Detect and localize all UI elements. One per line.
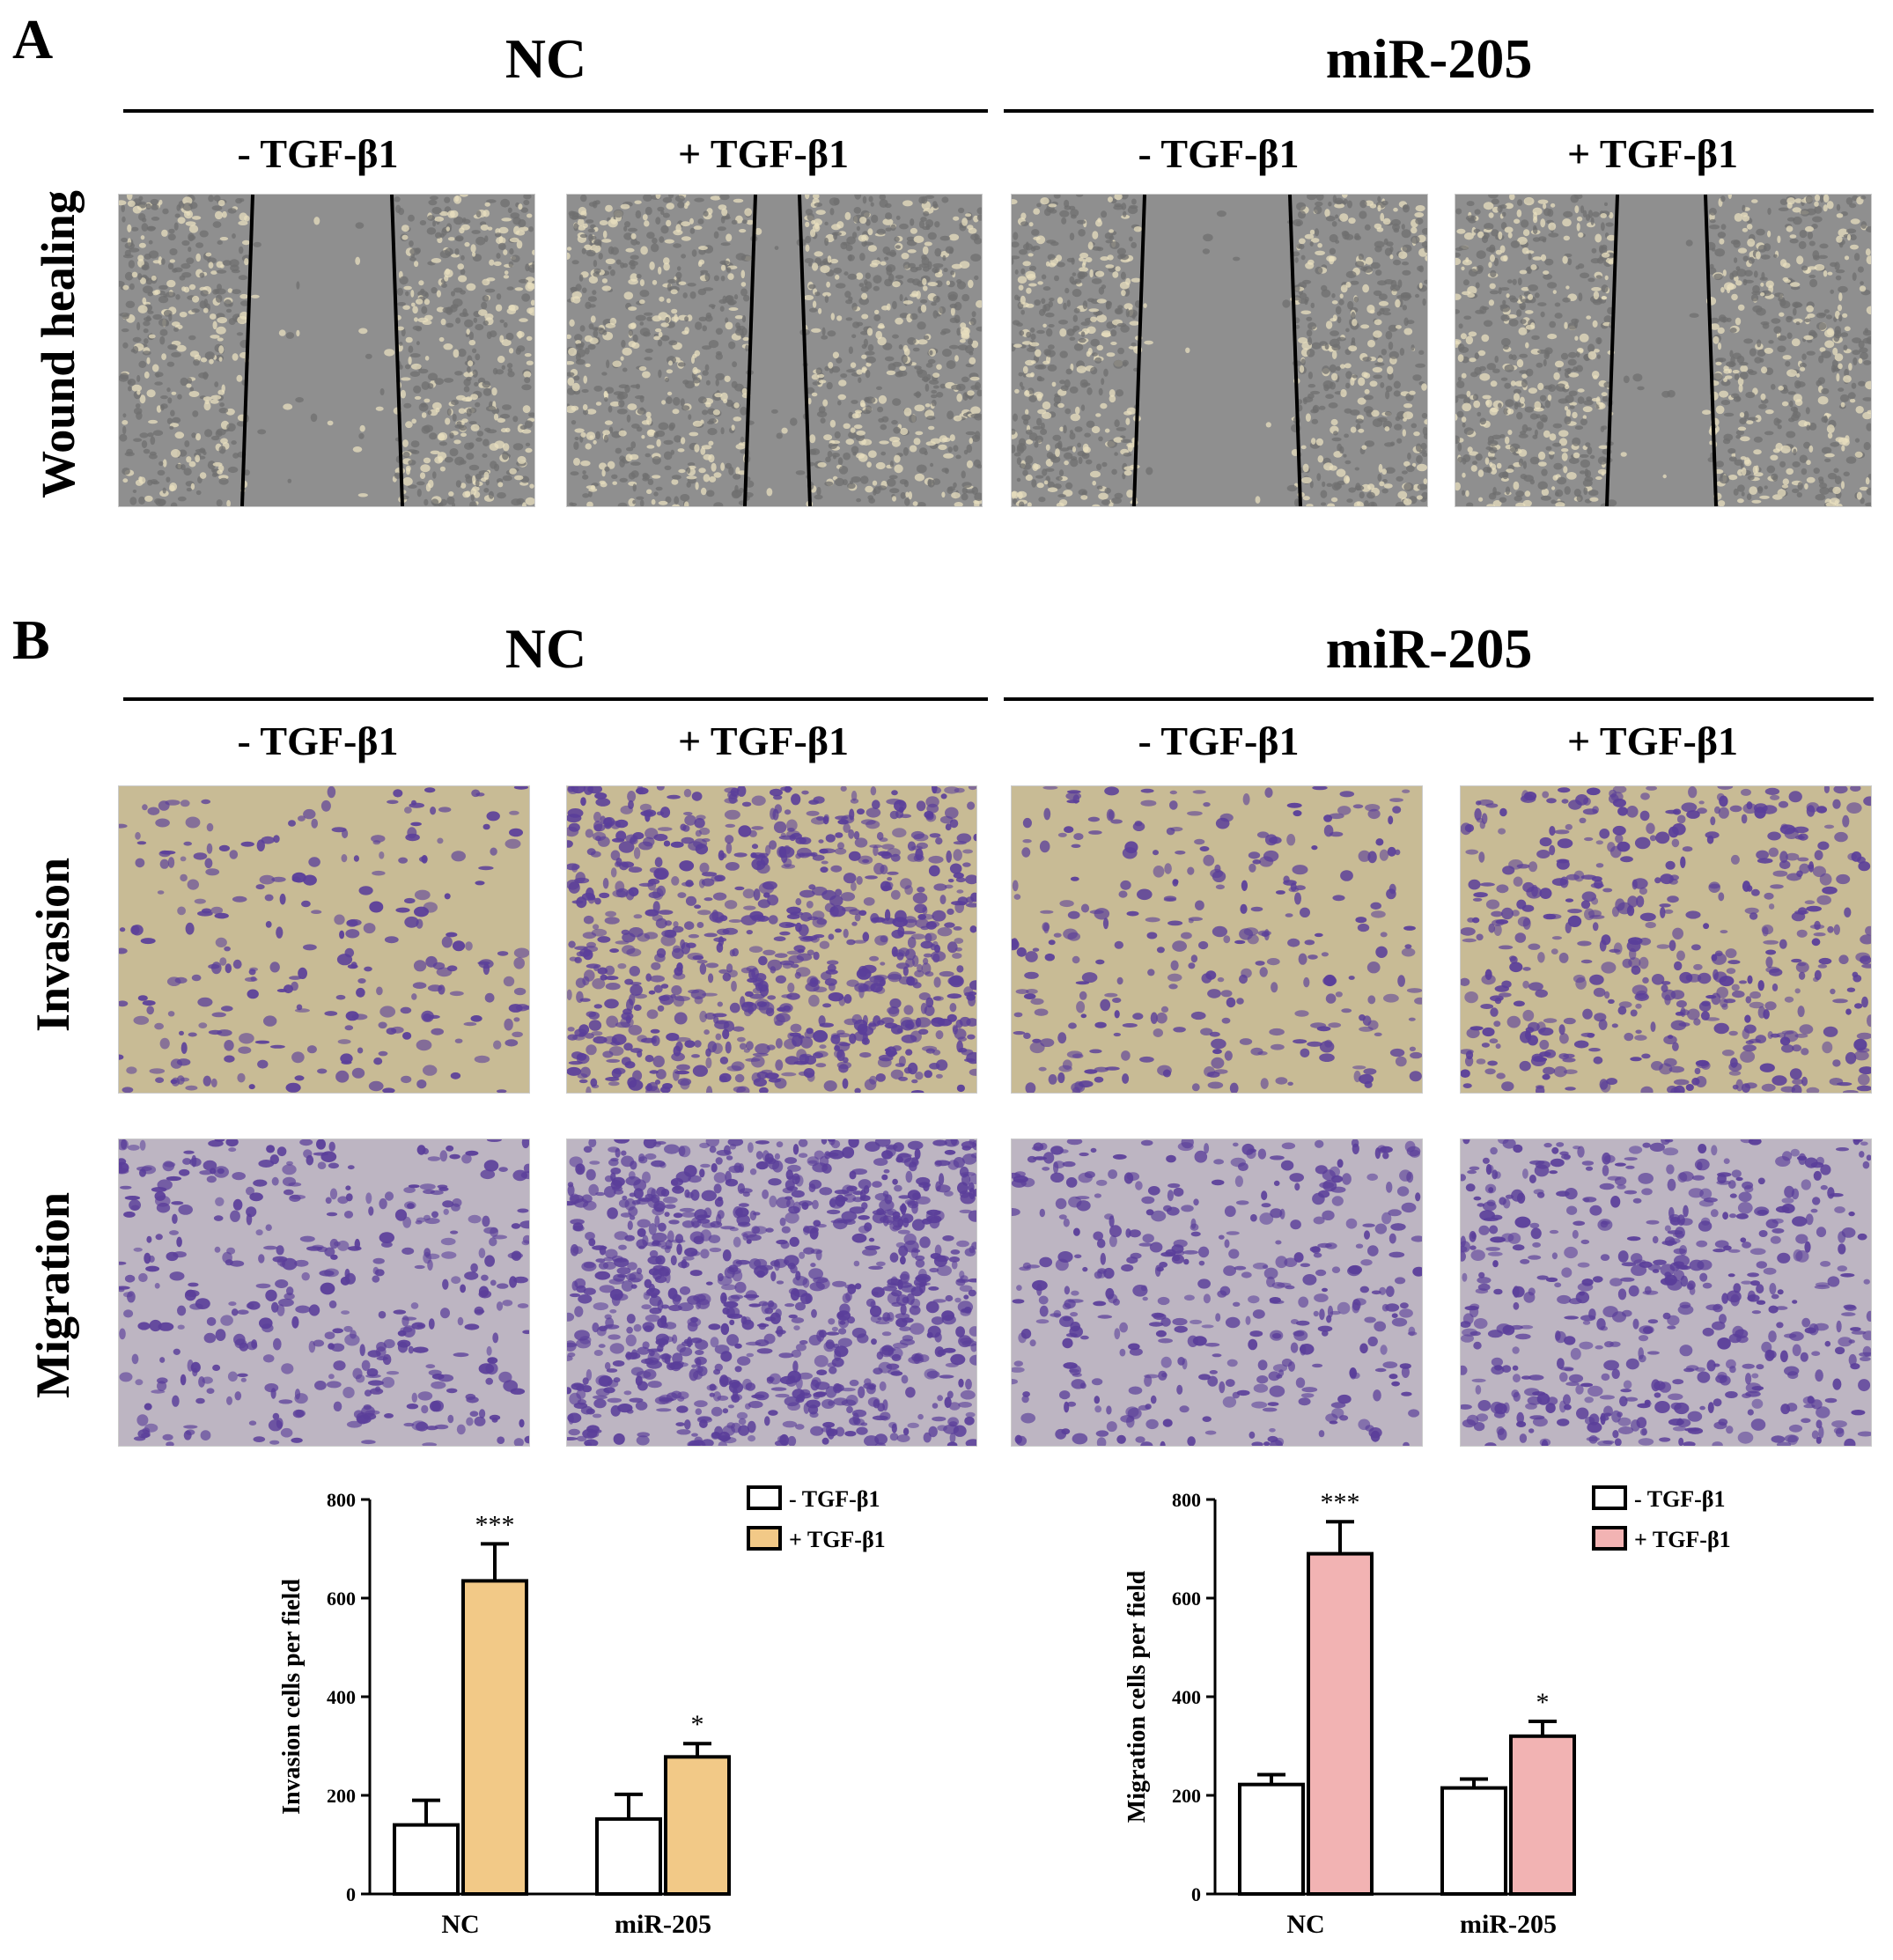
- y-axis-label: Invasion cells per field: [278, 1579, 306, 1815]
- legend-swatch: [1592, 1526, 1627, 1551]
- legend-label: + TGF-β1: [789, 1527, 886, 1552]
- panel-a-cond-4: + TGF-β1: [1567, 131, 1738, 176]
- panel-b-cond-3: - TGF-β1: [1138, 718, 1300, 763]
- y-tick-label: 200: [1172, 1785, 1201, 1807]
- bar-nc-plus-tgf: [461, 1579, 528, 1896]
- panel-b-cond-4: + TGF-β1: [1567, 718, 1738, 763]
- panel-a-group-nc: NC: [505, 27, 587, 90]
- significance-label: *: [691, 1710, 704, 1739]
- legend-label: - TGF-β1: [789, 1486, 880, 1512]
- invasion-image-mir205-minus: [1011, 785, 1423, 1094]
- bar-nc-minus-tgf: [1238, 1782, 1305, 1896]
- wound-image-nc-minus: [118, 194, 535, 507]
- invasion-image-mir205-plus: [1460, 785, 1872, 1094]
- legend-label: + TGF-β1: [1634, 1527, 1731, 1552]
- y-tick-label: 600: [1172, 1588, 1201, 1610]
- y-tick-label: 0: [1191, 1883, 1201, 1905]
- invasion-image-nc-plus: [566, 785, 977, 1094]
- significance-label: ***: [1321, 1488, 1360, 1517]
- x-tick-label: miR-205: [1460, 1910, 1557, 1939]
- significance-label: ***: [475, 1510, 515, 1539]
- panel-b-group-nc: NC: [505, 617, 587, 680]
- panel-b-cond-1: - TGF-β1: [237, 718, 399, 763]
- bar-mir-205-minus-tgf: [595, 1816, 662, 1897]
- y-axis-label: Migration cells per field: [1123, 1570, 1151, 1823]
- bar-mir-205-minus-tgf: [1440, 1786, 1507, 1897]
- y-tick-label: 800: [327, 1489, 356, 1511]
- panel-a-group-mir205: miR-205: [1325, 27, 1533, 90]
- x-tick-label: NC: [441, 1910, 479, 1939]
- y-tick-label: 800: [1172, 1489, 1201, 1511]
- panel-b-group-mir205: miR-205: [1325, 617, 1533, 680]
- panel-a-cond-2: + TGF-β1: [678, 131, 849, 176]
- legend-swatch: [747, 1485, 782, 1510]
- x-tick-label: NC: [1286, 1910, 1324, 1939]
- wound-image-mir205-plus: [1455, 194, 1872, 507]
- migration-image-nc-minus: [118, 1138, 530, 1447]
- panel-a-row-label: Wound healing: [32, 190, 85, 498]
- panel-b-rule-mir205: [1004, 697, 1874, 701]
- panel-b-cond-2: + TGF-β1: [678, 718, 849, 763]
- migration-image-nc-plus: [566, 1138, 977, 1447]
- wound-image-nc-plus: [566, 194, 983, 507]
- migration-image-mir205-minus: [1011, 1138, 1423, 1447]
- panel-b-rule-nc: [123, 697, 988, 701]
- legend-label: - TGF-β1: [1634, 1486, 1726, 1512]
- y-tick-label: 400: [1172, 1686, 1201, 1708]
- y-tick-label: 600: [327, 1588, 356, 1610]
- bar-mir-205-plus-tgf: [664, 1755, 731, 1896]
- bar-nc-plus-tgf: [1307, 1551, 1374, 1896]
- legend-swatch: [1592, 1485, 1627, 1510]
- y-tick-label: 400: [327, 1686, 356, 1708]
- bar-mir-205-plus-tgf: [1509, 1734, 1576, 1896]
- legend-swatch: [747, 1526, 782, 1551]
- panel-a-rule-nc: [123, 109, 988, 113]
- panel-a-letter: A: [12, 8, 54, 70]
- panel-b-row-label-migration: Migration: [26, 1192, 79, 1398]
- panel-a-cond-3: - TGF-β1: [1138, 131, 1300, 176]
- panel-a-cond-1: - TGF-β1: [237, 131, 399, 176]
- panel-b-letter: B: [12, 608, 50, 671]
- wound-image-mir205-minus: [1011, 194, 1428, 507]
- panel-a-rule-mir205: [1004, 109, 1874, 113]
- bar-nc-minus-tgf: [393, 1823, 460, 1897]
- y-tick-label: 0: [346, 1883, 356, 1905]
- y-tick-label: 200: [327, 1785, 356, 1807]
- significance-label: *: [1536, 1688, 1550, 1717]
- migration-image-mir205-plus: [1460, 1138, 1872, 1447]
- invasion-image-nc-minus: [118, 785, 530, 1094]
- x-tick-label: miR-205: [615, 1910, 711, 1939]
